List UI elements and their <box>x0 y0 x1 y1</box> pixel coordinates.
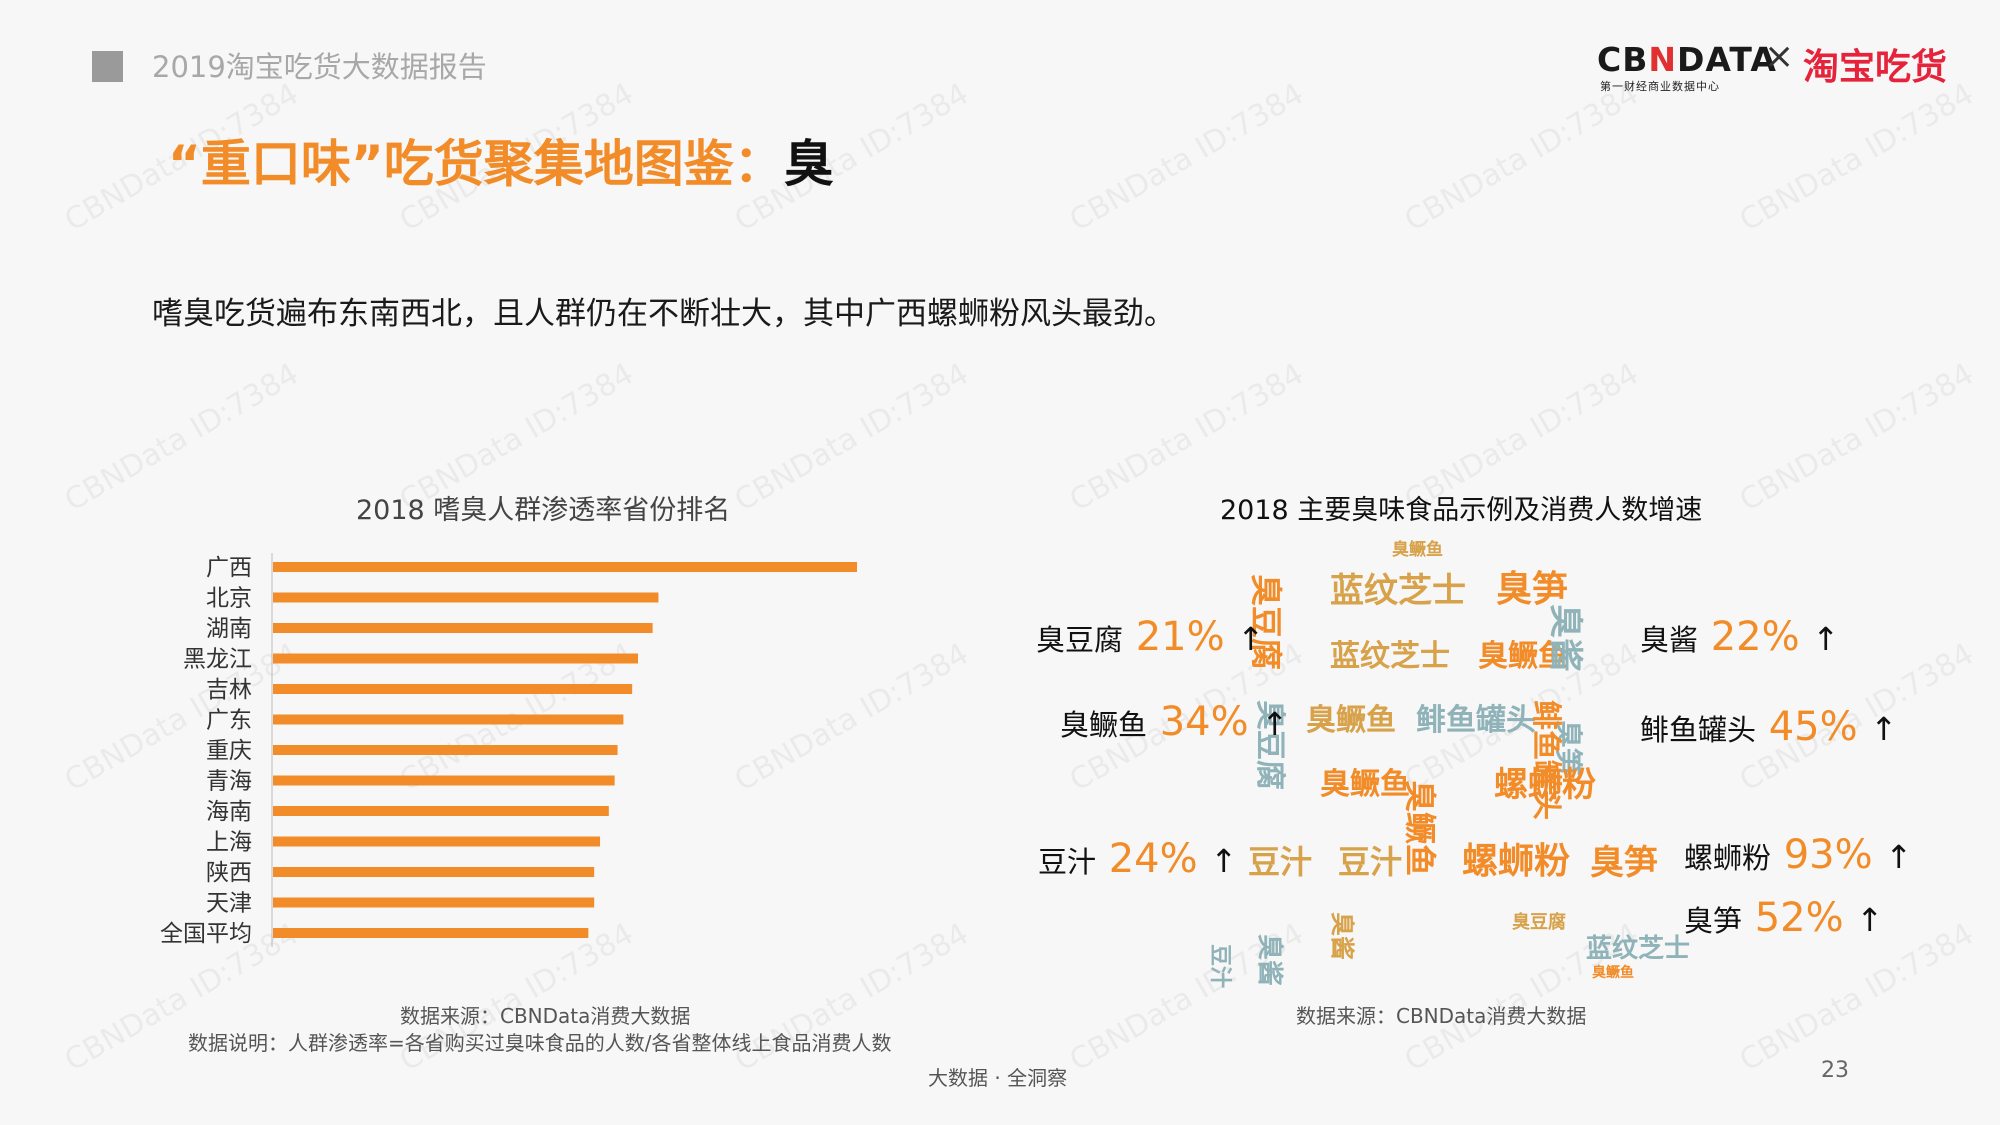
bar-chart-title: 2018 嗜臭人群渗透率省份排名 <box>356 495 731 526</box>
up-arrow-icon: ↑ <box>1856 901 1884 939</box>
watermark-text: CBNData ID:7384 <box>58 636 305 799</box>
cbn-prefix: CB <box>1597 40 1649 79</box>
food-growth-value: 22% <box>1698 614 1813 660</box>
food-name: 鲱鱼罐头 <box>1640 713 1757 747</box>
bar-chart-note: 数据说明：人群渗透率=各省购买过臭味食品的人数/各省整体线上食品消费人数 <box>188 1031 892 1055</box>
food-growth-value: 45% <box>1756 704 1871 750</box>
food-label: 臭笋 52% ↑ <box>1684 895 1883 941</box>
food-label: 螺蛳粉 93% ↑ <box>1684 832 1912 878</box>
watermark-text: CBNData ID:7384 <box>393 636 640 799</box>
bar-category-label: 天津 <box>206 891 252 917</box>
bar-category-label: 广西 <box>206 555 252 581</box>
food-growth-value: 21% <box>1123 614 1238 660</box>
food-label: 豆汁 24% ↑ <box>1038 836 1237 882</box>
header-square-icon <box>92 51 123 82</box>
cloud-word: 螺蛳粉 <box>1494 765 1596 805</box>
bar-category-label: 湖南 <box>206 616 252 642</box>
watermark-text: CBNData ID:7384 <box>1063 76 1310 239</box>
cloud-word: 豆汁 <box>1338 843 1403 881</box>
cloud-word: 臭鳜鱼 <box>1592 965 1634 981</box>
bar <box>273 592 659 603</box>
watermark-text: CBNData ID:7384 <box>1733 356 1980 519</box>
bar-category-label: 北京 <box>206 586 252 612</box>
cloud-word: 臭鳜鱼 <box>1478 639 1568 674</box>
cloud-word: 豆汁 <box>1207 944 1232 989</box>
cbndata-logo: CBNDATA <box>1597 40 1777 79</box>
cloud-word: 臭鳜鱼 <box>1320 767 1410 802</box>
cloud-word: 蓝纹芝士 <box>1330 639 1450 674</box>
cloud-word: 臭笋 <box>1590 843 1658 883</box>
up-arrow-icon: ↑ <box>1237 620 1265 658</box>
food-growth-value: 24% <box>1096 836 1211 882</box>
bar <box>273 928 589 938</box>
logo-times-icon: × <box>1764 36 1795 77</box>
watermark-text: CBNData ID:7384 <box>1733 76 1980 239</box>
food-name: 臭鳜鱼 <box>1060 708 1148 742</box>
cloud-chart-title: 2018 主要臭味食品示例及消费人数增速 <box>1220 495 1703 526</box>
food-growth-value: 93% <box>1771 832 1886 878</box>
up-arrow-icon: ↑ <box>1210 842 1238 880</box>
cloud-word: 蓝纹芝士 <box>1586 934 1691 964</box>
bar <box>273 562 857 572</box>
bar <box>273 836 601 847</box>
food-label: 臭豆腐 21% ↑ <box>1036 614 1264 660</box>
cloud-word: 鲱鱼罐头 <box>1416 703 1536 738</box>
page-subtitle: 嗜臭吃货遍布东南西北，且人群仍在不断壮大，其中广西螺蛳粉风头最劲。 <box>152 296 1175 332</box>
page-number: 23 <box>1821 1058 1849 1083</box>
watermark-text: CBNData ID:7384 <box>58 356 305 519</box>
food-growth-value: 34% <box>1147 699 1262 745</box>
cloud-word: 臭酱 <box>1545 604 1585 672</box>
bar-chart-source: 数据来源：CBNData消费大数据 <box>400 1004 691 1028</box>
bar-category-label: 全国平均 <box>160 921 252 947</box>
page-title: “重口味”吃货聚集地图鉴：臭 <box>168 124 834 196</box>
bar <box>273 806 609 816</box>
watermark-text: CBNData ID:7384 <box>728 356 975 519</box>
bar-category-label: 海南 <box>206 799 252 825</box>
bar-category-label: 上海 <box>206 830 252 856</box>
food-label: 臭鳜鱼 34% ↑ <box>1060 699 1288 745</box>
footer-tagline: 大数据 · 全洞察 <box>928 1066 1068 1090</box>
cloud-word: 臭鳜鱼 <box>1306 703 1396 738</box>
cloud-word: 臭豆腐 <box>1512 912 1566 933</box>
up-arrow-icon: ↑ <box>1870 710 1898 748</box>
cloud-word: 螺蛳粉 <box>1462 841 1571 882</box>
cbn-n: N <box>1648 40 1677 79</box>
cloud-word: 臭酱 <box>1328 912 1356 960</box>
up-arrow-icon: ↑ <box>1885 838 1913 876</box>
up-arrow-icon: ↑ <box>1812 620 1840 658</box>
cloud-word: 臭酱 <box>1254 934 1284 987</box>
food-growth-value: 52% <box>1742 895 1857 941</box>
food-name: 螺蛳粉 <box>1684 841 1772 875</box>
page-title-highlight: 臭 <box>783 135 834 193</box>
cbn-suffix: DATA <box>1677 40 1777 79</box>
food-label: 鲱鱼罐头 45% ↑ <box>1640 704 1897 750</box>
cbndata-logo-subtitle: 第一财经商业数据中心 <box>1600 80 1720 93</box>
page-title-main: “重口味”吃货聚集地图鉴： <box>168 135 784 193</box>
watermark-text: CBNData ID:7384 <box>1398 76 1645 239</box>
food-name: 豆汁 <box>1038 845 1097 879</box>
food-name: 臭豆腐 <box>1036 623 1124 657</box>
bar <box>273 623 653 633</box>
cloud-chart-source: 数据来源：CBNData消费大数据 <box>1296 1004 1587 1028</box>
bar <box>273 897 595 908</box>
cloud-word: 蓝纹芝士 <box>1330 571 1466 611</box>
bar-category-label: 青海 <box>206 769 252 795</box>
cloud-word: 臭鳜鱼 <box>1392 540 1443 560</box>
up-arrow-icon: ↑ <box>1261 705 1289 743</box>
food-label: 臭酱 22% ↑ <box>1640 614 1839 660</box>
cloud-word: 臭笋 <box>1496 569 1569 610</box>
cloud-word: 豆汁 <box>1248 843 1313 881</box>
food-name: 臭笋 <box>1684 904 1743 938</box>
taobao-chihuo-logo: 淘宝吃货 <box>1803 47 1948 88</box>
bar-category-label: 重庆 <box>206 738 252 764</box>
bar <box>273 867 595 877</box>
watermark-text: CBNData ID:7384 <box>728 636 975 799</box>
bar-category-label: 陕西 <box>206 860 252 886</box>
food-name: 臭酱 <box>1640 623 1699 657</box>
report-title: 2019淘宝吃货大数据报告 <box>152 50 487 84</box>
bar <box>273 714 624 725</box>
